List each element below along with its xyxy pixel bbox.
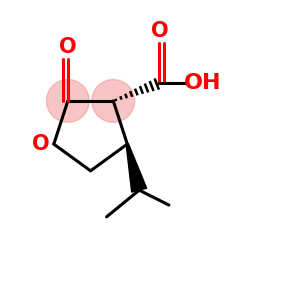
Polygon shape xyxy=(126,144,147,192)
Text: OH: OH xyxy=(184,73,221,93)
Circle shape xyxy=(92,80,135,122)
Circle shape xyxy=(46,80,89,122)
Text: O: O xyxy=(59,38,77,57)
Text: O: O xyxy=(32,134,49,154)
Text: O: O xyxy=(151,21,168,41)
